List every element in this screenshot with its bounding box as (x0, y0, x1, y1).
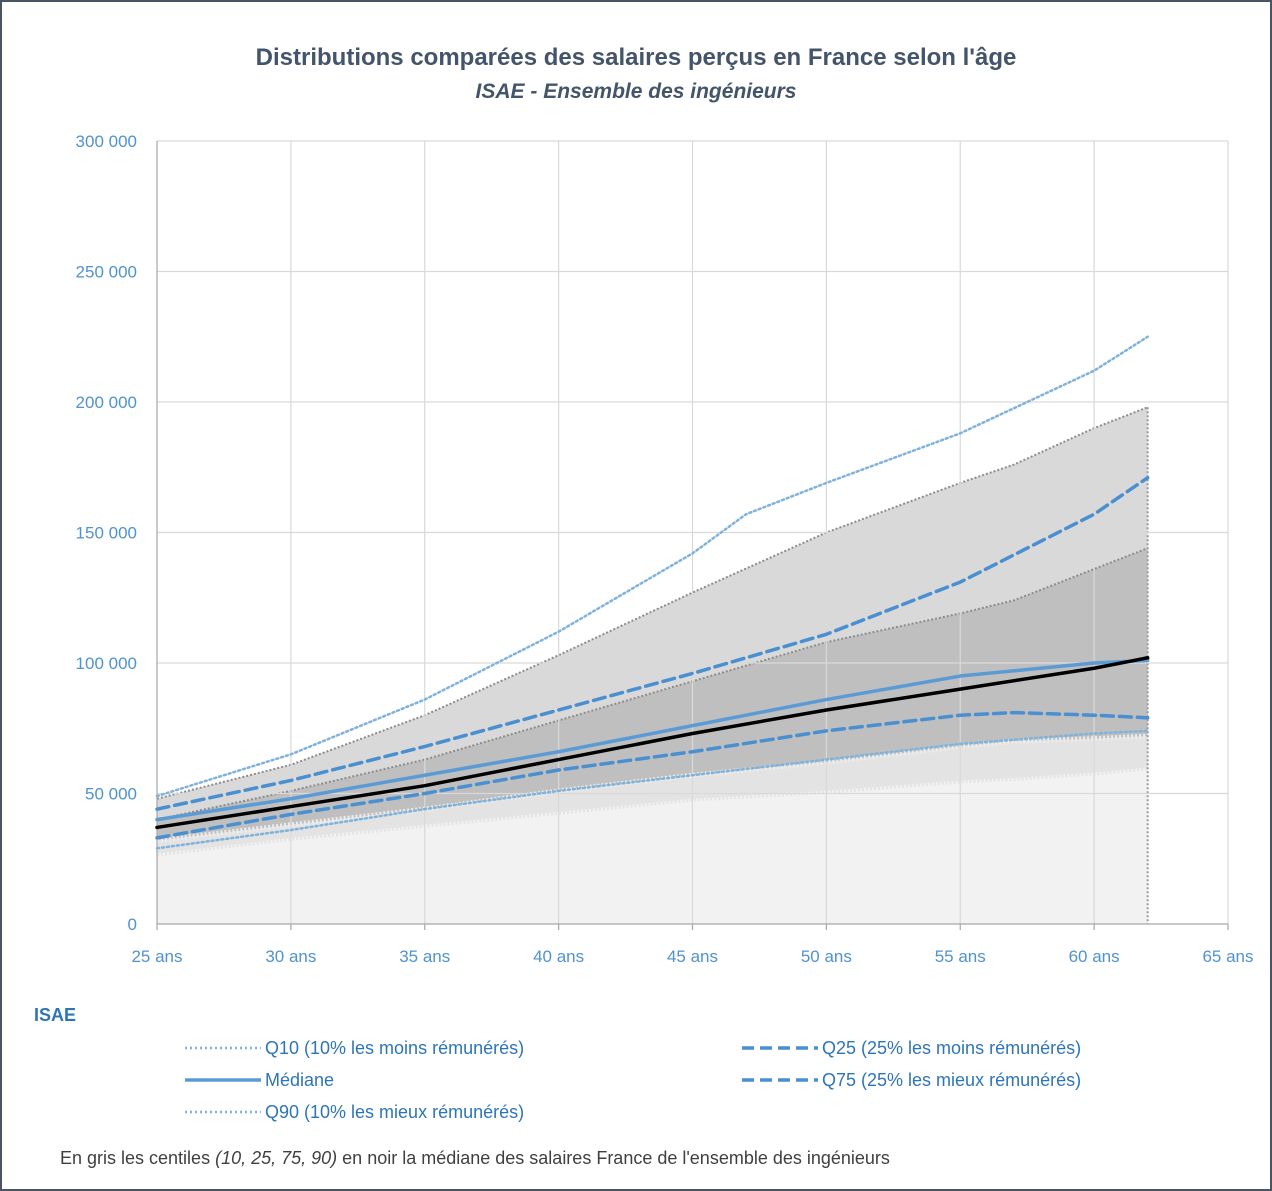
legend-swatch-dashed (742, 1046, 818, 1050)
x-tick-label: 65 ans (1202, 947, 1253, 966)
legend-label-q75: Q75 (25% les mieux rémunérés) (822, 1069, 1082, 1090)
x-tick-label: 35 ans (399, 947, 450, 966)
series-line (155, 729, 1149, 850)
chart-title: Distributions comparées des salaires per… (255, 44, 1017, 71)
series-line (155, 658, 1150, 822)
band-p75-p90 (157, 407, 1148, 820)
footnote-part1: En gris les centiles (60, 1148, 216, 1168)
legend-item-q10: Q10 (10% les moins rémunérés) (185, 1036, 524, 1060)
legend-item-q90: Q90 (10% les mieux rémunérés) (185, 1100, 524, 1124)
x-tick-label: 50 ans (801, 947, 852, 966)
legend-item-median: Médiane (185, 1068, 334, 1092)
x-tick-label: 60 ans (1069, 947, 1120, 966)
france-p75-edge (156, 547, 1149, 821)
legend-label-q10: Q10 (10% les moins rémunérés) (265, 1037, 525, 1058)
y-tick-label: 100 000 (76, 654, 137, 673)
x-tick-label: 55 ans (935, 947, 986, 966)
x-tick-labels: 25 ans 30 ans 35 ans 40 ans 45 ans 50 ans 55 a… (131, 947, 1253, 966)
chart-subtitle: ISAE - Ensemble des ingénieurs (475, 80, 797, 103)
legend-label-median: Médiane (265, 1069, 335, 1090)
legend-swatch-dotted (185, 1110, 261, 1114)
footnote: En gris les centiles (10, 25, 75, 90) en… (60, 1148, 890, 1169)
france-bands (156, 406, 1149, 924)
x-tick-label: 25 ans (131, 947, 182, 966)
legend-item-q25: Q25 (25% les moins rémunérés) (742, 1036, 1081, 1060)
x-tick-label: 45 ans (667, 947, 718, 966)
legend-swatch-solid (185, 1078, 261, 1082)
y-tick-label: 300 000 (76, 132, 137, 151)
y-tick-label: 200 000 (76, 393, 137, 412)
series-line (155, 475, 1150, 811)
france-p10-edge (156, 764, 1148, 857)
legend-label-q90: Q90 (10% les mieux rémunérés) (265, 1101, 525, 1122)
france-p90-edge (156, 406, 1149, 800)
footnote-centiles: (10, 25, 75, 90) (215, 1148, 338, 1168)
band-below-p10 (157, 767, 1148, 924)
legend-item-q75: Q75 (25% les mieux rémunérés) (742, 1068, 1081, 1092)
y-tick-label: 150 000 (76, 524, 137, 543)
legend-swatch-dotted (185, 1046, 261, 1050)
y-tick-labels: 0 50 000 100 000 150 000 200 000 250 000 300 0… (76, 132, 137, 934)
series-lines (155, 335, 1150, 850)
series-line (155, 710, 1150, 840)
legend-label-q25: Q25 (25% les moins rémunérés) (822, 1037, 1082, 1058)
footnote-part3: en noir la médiane des salaires France d… (337, 1148, 890, 1168)
x-tick-label: 30 ans (265, 947, 316, 966)
band-p25-p75 (157, 548, 1148, 841)
legend-swatch-dashed (742, 1078, 818, 1082)
x-tick-label: 40 ans (533, 947, 584, 966)
y-tick-label: 50 000 (85, 785, 137, 804)
legend-title: ISAE (34, 1005, 77, 1025)
axes (156, 141, 1229, 930)
y-tick-label: 250 000 (76, 263, 137, 282)
y-tick-label: 0 (128, 915, 137, 934)
series-line (155, 335, 1149, 798)
france-median-line (155, 656, 1150, 830)
